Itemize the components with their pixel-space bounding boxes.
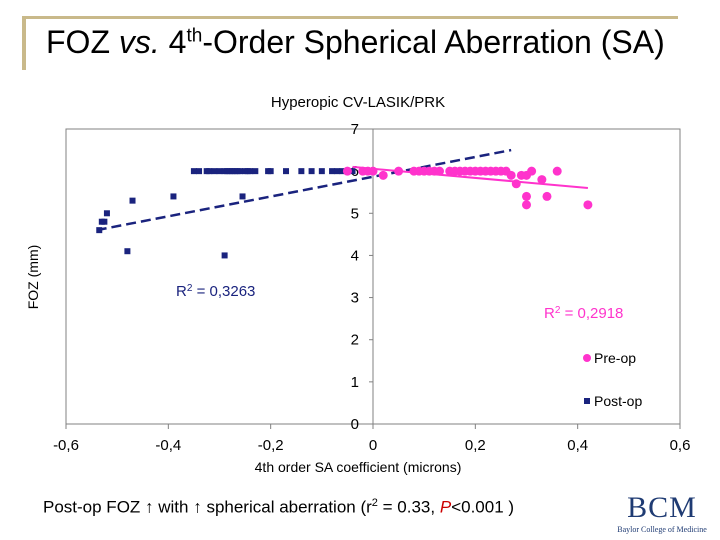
footer-p-value-label: P [439, 497, 452, 517]
preop-point [552, 166, 562, 176]
y-axis-title: FOZ (mm) [25, 245, 41, 310]
legend-preop-marker [583, 354, 591, 362]
preop-r2-label: R2 = 0,2918 [544, 305, 623, 322]
postop-point [190, 168, 197, 175]
x-tick-label: -0,2 [258, 437, 284, 454]
slide-title-mid: 4 [159, 24, 187, 60]
preop-point [583, 200, 593, 210]
preop-point [368, 166, 378, 176]
x-tick-label: -0,6 [53, 437, 79, 454]
footer-part2: with [153, 497, 194, 517]
postop-point [196, 168, 203, 175]
postop-point [103, 210, 110, 217]
y-tick-label: 1 [351, 374, 359, 391]
postop-point [206, 168, 213, 175]
postop-point [216, 168, 223, 175]
bcm-logo: BCM Baylor College of Medicine [612, 493, 712, 537]
legend-preop-label: Pre-op [594, 350, 636, 366]
footer-caption: Post-op FOZ ↑ with ↑ spherical aberratio… [43, 497, 514, 518]
y-tick-label: 7 [351, 121, 359, 138]
up-arrow-icon-2: ↑ [193, 497, 202, 517]
postop-point [339, 168, 346, 175]
postop-point [349, 168, 356, 175]
postop-point [101, 218, 108, 225]
legend-postop-label: Post-op [594, 393, 642, 409]
preop-trend-line [352, 165, 588, 189]
preop-point [506, 170, 516, 180]
postop-point [239, 193, 246, 200]
slide-title-vs: vs. [118, 24, 160, 60]
postop-point [267, 168, 274, 175]
x-axis-title: 4th order SA coefficient (microns) [255, 459, 462, 475]
slide-title: FOZ vs. 4th-Order Spherical Aberration (… [46, 24, 665, 61]
postop-point [221, 252, 228, 259]
preop-point [527, 166, 537, 176]
legend-postop-marker [584, 398, 590, 404]
x-tick-label: 0,6 [670, 437, 691, 454]
title-accent-bar [22, 18, 26, 70]
footer-part5: <0.001 ) [451, 497, 515, 517]
footer-part1: Post-op FOZ [43, 497, 146, 517]
logo-main-text: BCM [627, 491, 697, 524]
x-tick-label: 0,2 [465, 437, 486, 454]
preop-point [394, 166, 404, 176]
x-tick-label: -0,4 [155, 437, 181, 454]
up-arrow-icon: ↑ [145, 497, 154, 517]
slide-title-suffix: -Order Spherical Aberration (SA) [202, 24, 665, 60]
postop-point [252, 168, 259, 175]
slide-title-sup: th [186, 25, 203, 47]
postop-point [211, 168, 218, 175]
title-accent-line [22, 16, 678, 19]
postop-point [129, 197, 136, 204]
footer-part3: spherical aberration (r [201, 497, 372, 517]
postop-point [318, 168, 325, 175]
slide-title-prefix: FOZ [46, 24, 119, 60]
postop-point [308, 168, 315, 175]
preop-point [342, 166, 352, 176]
postop-point [96, 227, 103, 234]
postop-point [124, 248, 131, 255]
preop-point [522, 191, 531, 201]
postop-point [283, 168, 290, 175]
y-tick-label: 5 [351, 205, 359, 222]
x-tick-label: 0 [369, 437, 377, 454]
preop-point [542, 191, 552, 201]
x-tick-label: 0,4 [567, 437, 588, 454]
postop-point [298, 168, 305, 175]
postop-r2-label: R2 = 0,3263 [176, 283, 255, 300]
y-tick-label: 0 [351, 416, 359, 433]
footer-part4: = 0.33, [377, 497, 440, 517]
preop-point [435, 166, 445, 176]
preop-point [511, 179, 521, 189]
preop-point [522, 200, 531, 210]
postop-point [236, 168, 243, 175]
postop-trend-line [96, 148, 512, 232]
y-tick-label: 4 [351, 247, 359, 264]
postop-point [329, 168, 336, 175]
footer-sup: 2 [371, 497, 378, 509]
postop-point [170, 193, 177, 200]
chart-title: Hyperopic CV-LASIK/PRK [271, 94, 445, 111]
preop-point [378, 170, 388, 180]
y-tick-label: 2 [351, 332, 359, 349]
preop-point [537, 175, 547, 185]
postop-point [334, 168, 341, 175]
postop-point [247, 168, 254, 175]
logo-subtext: Baylor College of Medicine [617, 525, 707, 534]
y-tick-label: 3 [351, 290, 359, 307]
